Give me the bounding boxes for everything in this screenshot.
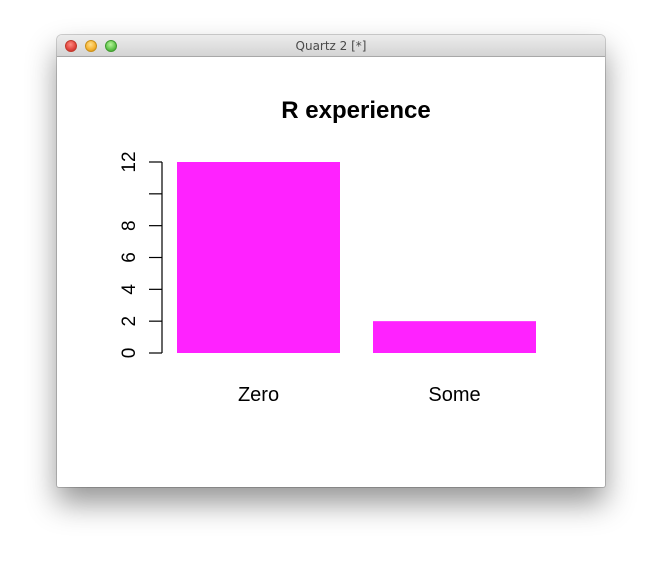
category-label: Zero — [238, 384, 279, 406]
zoom-window-button[interactable] — [105, 40, 117, 52]
x-labels: Zero Some — [238, 384, 481, 406]
close-window-button[interactable] — [65, 40, 77, 52]
y-axis: 0 2 4 6 8 12 — [119, 151, 163, 359]
window-title: Quartz 2 [*] — [295, 39, 367, 53]
category-label: Some — [428, 384, 480, 406]
bar-some — [373, 321, 536, 353]
y-tick-label: 2 — [119, 316, 140, 327]
bar-chart: R experience 0 2 4 6 8 12 Zero Some — [119, 97, 536, 406]
y-tick-label: 8 — [119, 220, 140, 231]
y-tick-label: 4 — [119, 284, 140, 295]
title-bar[interactable]: Quartz 2 [*] — [57, 35, 605, 57]
quartz-window: Quartz 2 [*] R experience 0 2 4 6 8 12 Zero So… — [57, 35, 605, 487]
y-tick-label: 0 — [119, 348, 140, 359]
chart-title: R experience — [281, 97, 430, 124]
bars — [177, 162, 536, 353]
bar-zero — [177, 162, 340, 353]
y-tick-label: 6 — [119, 252, 140, 263]
y-tick-label: 12 — [119, 151, 140, 172]
minimize-window-button[interactable] — [85, 40, 97, 52]
